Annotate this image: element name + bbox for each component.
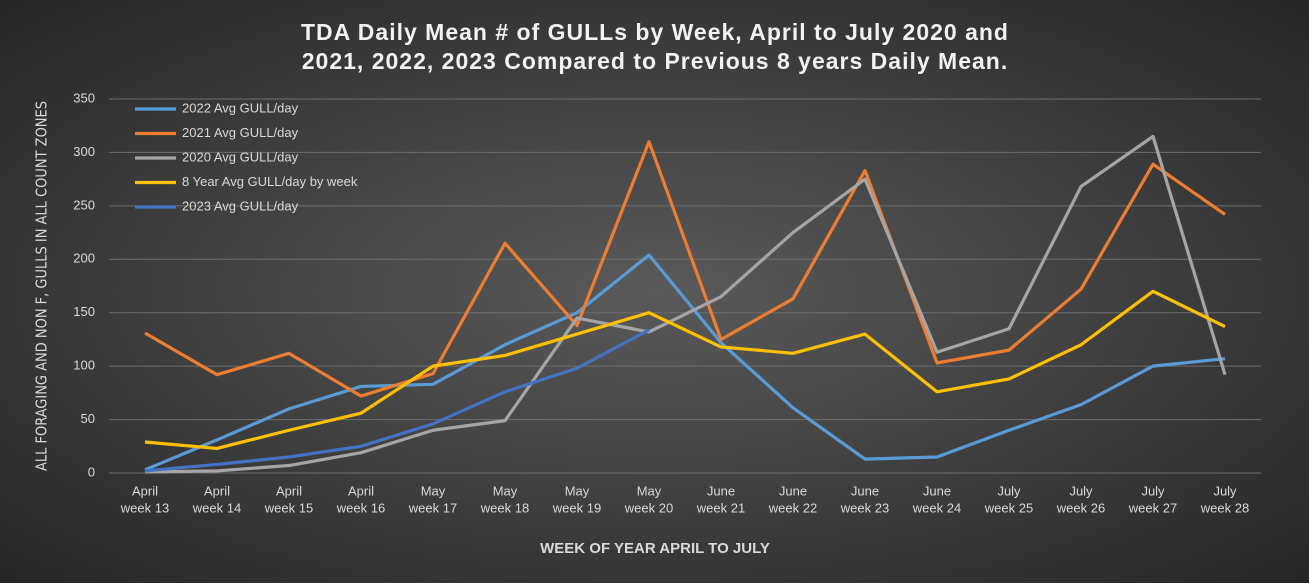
x-tick-label: week 21 xyxy=(696,500,745,515)
x-tick-label: week 14 xyxy=(192,500,241,515)
series-line xyxy=(144,140,1226,398)
y-tick-label: 200 xyxy=(73,251,95,266)
x-tick-label: week 17 xyxy=(408,500,457,515)
x-tick-label: week 13 xyxy=(120,500,169,515)
x-tick-label: June xyxy=(779,483,807,498)
x-tick-label: week 15 xyxy=(264,500,313,515)
x-tick-label: week 25 xyxy=(984,500,1033,515)
x-tick-label: April xyxy=(276,483,302,498)
legend-label: 2020 Avg GULL/day xyxy=(182,149,299,164)
x-tick-label: June xyxy=(707,483,735,498)
x-tick-label: week 23 xyxy=(840,500,889,515)
y-tick-label: 100 xyxy=(73,358,95,373)
x-tick-label: June xyxy=(851,483,879,498)
x-tick-label: week 26 xyxy=(1056,500,1105,515)
legend-label: 2022 Avg GULL/day xyxy=(182,100,299,115)
y-tick-label: 150 xyxy=(73,304,95,319)
x-tick-label: week 18 xyxy=(480,500,529,515)
series-line xyxy=(144,253,1226,472)
x-tick-label: week 16 xyxy=(336,500,385,515)
x-tick-label: May xyxy=(421,483,446,498)
x-tick-label: April xyxy=(348,483,374,498)
series-line xyxy=(144,134,1227,474)
y-tick-label: 0 xyxy=(88,464,95,479)
x-tick-label: week 24 xyxy=(912,500,961,515)
x-tick-label: July xyxy=(1213,483,1237,498)
x-tick-label: May xyxy=(565,483,590,498)
legend-label: 2021 Avg GULL/day xyxy=(182,125,299,140)
x-tick-label: April xyxy=(132,483,158,498)
chart-title: TDA Daily Mean # of GULLs by Week, April… xyxy=(301,19,1009,45)
y-axis-label: ALL FORAGING AND NON F, GULLS IN ALL COU… xyxy=(33,101,51,471)
y-tick-label: 300 xyxy=(73,144,95,159)
x-tick-label: July xyxy=(1141,483,1165,498)
y-tick-label: 250 xyxy=(73,197,95,212)
x-tick-label: July xyxy=(1069,483,1093,498)
x-tick-label: June xyxy=(923,483,951,498)
x-tick-label: week 28 xyxy=(1200,500,1249,515)
chart-title: 2021, 2022, 2023 Compared to Previous 8 … xyxy=(302,48,1008,74)
series-line xyxy=(144,328,650,473)
x-tick-label: week 27 xyxy=(1128,500,1177,515)
x-tick-label: May xyxy=(493,483,518,498)
x-axis-label: WEEK OF YEAR APRIL TO JULY xyxy=(540,540,770,557)
legend-label: 2023 Avg GULL/day xyxy=(182,198,299,213)
y-tick-label: 350 xyxy=(73,90,95,105)
y-tick-label: 50 xyxy=(81,411,95,426)
x-tick-label: April xyxy=(204,483,230,498)
x-tick-label: week 22 xyxy=(768,500,817,515)
x-tick-label: July xyxy=(997,483,1021,498)
x-tick-label: week 20 xyxy=(624,500,673,515)
legend-label: 8 Year Avg GULL/day by week xyxy=(182,174,358,189)
x-tick-label: May xyxy=(637,483,662,498)
x-tick-label: week 19 xyxy=(552,500,601,515)
series-line xyxy=(144,289,1226,451)
